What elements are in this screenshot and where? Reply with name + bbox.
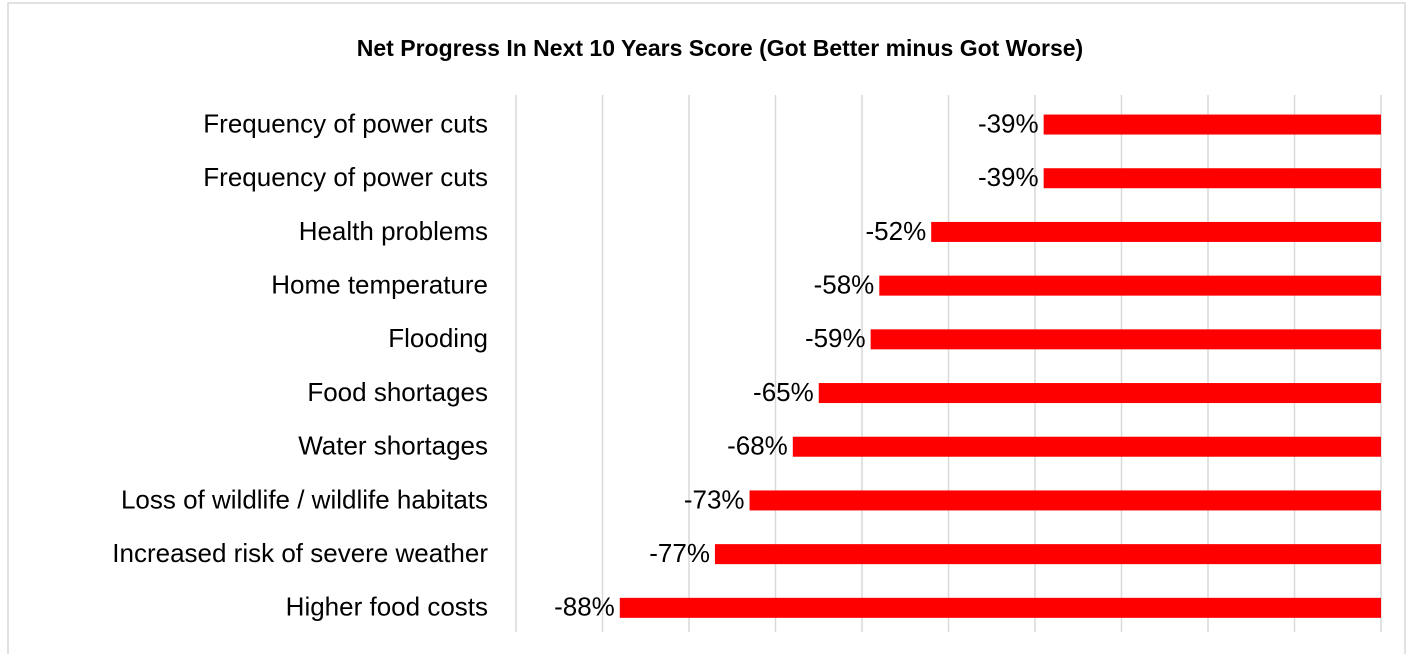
- value-label: -73%: [684, 484, 745, 514]
- value-label: -39%: [978, 108, 1039, 138]
- category-label: Food shortages: [307, 377, 488, 407]
- category-label: Frequency of power cuts: [203, 162, 488, 192]
- bar: [1043, 114, 1381, 135]
- value-label: -88%: [554, 592, 615, 622]
- value-label: -68%: [727, 431, 788, 461]
- value-label: -52%: [865, 216, 926, 246]
- bar: [714, 544, 1381, 565]
- category-label: Frequency of power cuts: [203, 108, 488, 138]
- bar: [870, 329, 1381, 350]
- value-label: -58%: [814, 270, 875, 300]
- category-label: Water shortages: [298, 431, 488, 461]
- value-label: -59%: [805, 323, 866, 353]
- category-label: Increased risk of severe weather: [112, 538, 488, 568]
- category-label: Flooding: [388, 323, 488, 353]
- category-label: Loss of wildlife / wildlife habitats: [121, 484, 488, 514]
- bar: [749, 490, 1381, 511]
- bar: [818, 383, 1381, 404]
- value-label: -65%: [753, 377, 814, 407]
- bar: [879, 275, 1381, 296]
- bar: [619, 597, 1381, 618]
- category-label: Home temperature: [271, 270, 488, 300]
- category-label: Higher food costs: [286, 592, 488, 622]
- bar: [1043, 168, 1381, 189]
- value-label: -77%: [649, 538, 710, 568]
- value-label: -39%: [978, 162, 1039, 192]
- category-label: Health problems: [299, 216, 488, 246]
- bar: [792, 436, 1381, 457]
- chart-title: Net Progress In Next 10 Years Score (Got…: [357, 35, 1083, 61]
- bar: [931, 221, 1381, 242]
